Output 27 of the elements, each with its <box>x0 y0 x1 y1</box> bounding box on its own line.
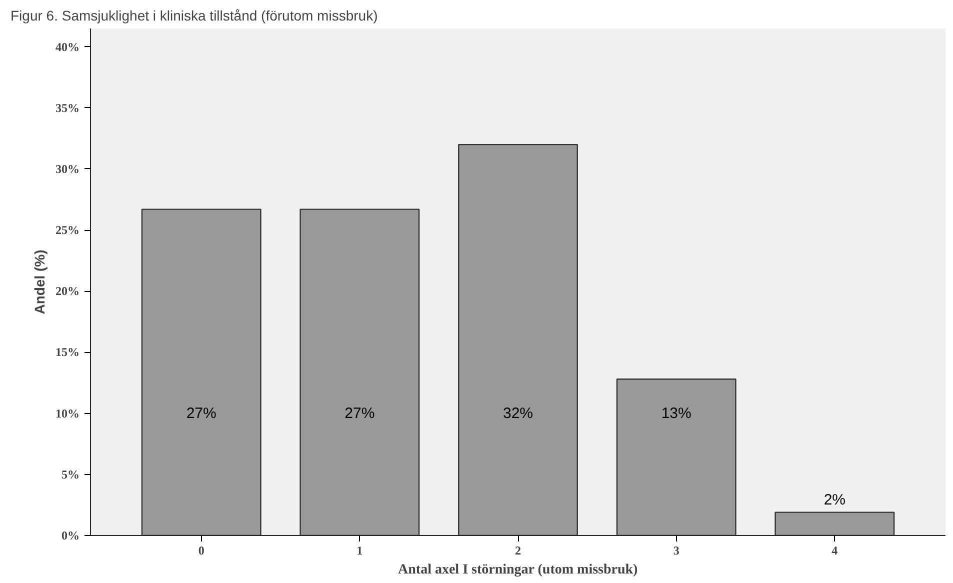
y-tick-label: 20% <box>56 284 80 298</box>
bar <box>616 378 736 536</box>
chart-title: Figur 6. Samsjuklighet i kliniska tillstånd (förutom missbruk) <box>10 8 378 24</box>
x-tick-label: 3 <box>673 544 680 558</box>
y-tick-label: 35% <box>56 100 80 115</box>
y-tick-label: 25% <box>56 223 80 238</box>
data-label: 2% <box>824 491 846 508</box>
y-tick-label: 40% <box>56 40 80 54</box>
x-tick-label: 4 <box>832 544 838 558</box>
y-tick-label: 10% <box>56 406 80 420</box>
y-axis-title: Andel (%) <box>32 250 48 314</box>
y-tick-label: 30% <box>56 162 80 176</box>
y-tick-label: 5% <box>62 467 80 482</box>
x-tick-label: 1 <box>356 544 363 558</box>
data-label: 27% <box>186 404 216 422</box>
bar <box>774 512 895 536</box>
bar <box>458 144 578 536</box>
data-label: 32% <box>502 404 534 422</box>
x-tick-label: 2 <box>515 544 521 558</box>
data-label: 13% <box>661 404 692 422</box>
x-tick-label: 0 <box>198 544 204 558</box>
y-tick-label: 0% <box>62 528 80 542</box>
y-tick-label: 15% <box>56 345 80 360</box>
bar <box>300 208 420 536</box>
x-axis-title: Antal axel I störningar (utom missbruk) <box>398 562 638 578</box>
bar <box>141 208 262 536</box>
data-label: 27% <box>344 404 375 422</box>
